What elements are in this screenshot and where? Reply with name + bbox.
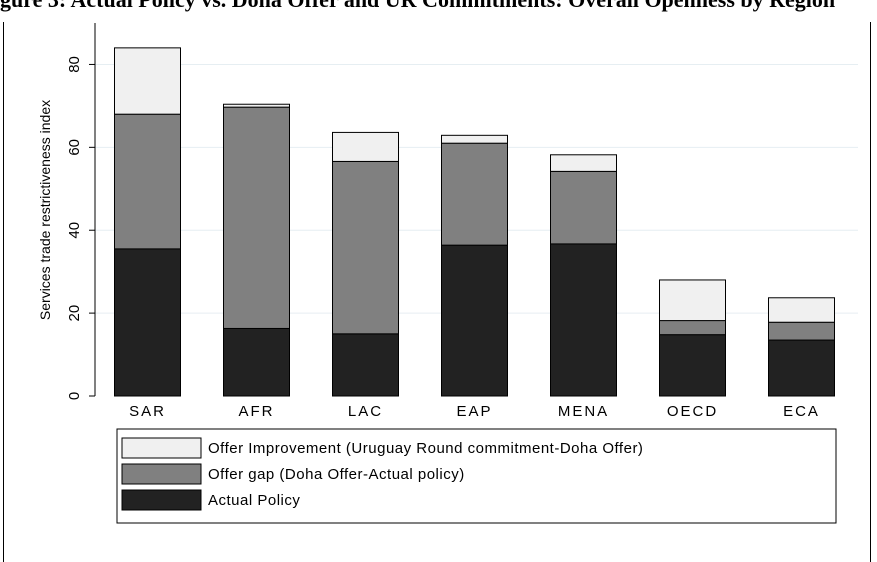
bar-segment	[114, 47, 181, 115]
y-tick-label: 0	[66, 392, 83, 400]
bar-segment	[223, 327, 290, 397]
bar-segment	[441, 244, 508, 397]
bar-segment	[332, 160, 399, 335]
bar-segment	[114, 248, 181, 397]
bar-segment	[659, 279, 726, 322]
bar-segment	[332, 131, 399, 162]
x-tick-label: MENA	[558, 403, 609, 420]
y-tick-label: 80	[66, 56, 83, 73]
bar-segment	[223, 103, 290, 108]
bar-segment	[768, 339, 835, 397]
bar-segment	[659, 334, 726, 397]
legend-label: Offer Improvement (Uruguay Round commitm…	[208, 440, 643, 457]
stacked-bar-chart: 0 20 40 60 80 SAR AFR LAC EAP MENA OECD ECA Servic…	[37, 23, 858, 524]
legend-label: Actual Policy	[208, 492, 300, 509]
x-tick-label: SAR	[129, 403, 166, 420]
bar-segment	[332, 333, 399, 397]
figure-frame	[3, 22, 871, 562]
bar-segment	[659, 320, 726, 336]
x-tick-label: ECA	[783, 403, 820, 420]
y-tick-label: 20	[66, 305, 83, 322]
bar-segment	[550, 243, 617, 397]
page-title: gure 3: Actual Policy vs. Doha Offer and…	[0, 0, 877, 13]
bar-segment	[114, 113, 181, 250]
bars-group	[114, 47, 835, 397]
bar-segment	[768, 297, 835, 323]
legend-label: Offer gap (Doha Offer-Actual policy)	[208, 466, 465, 483]
bar-segment	[550, 170, 617, 245]
y-ticks: 0 20 40 60 80	[66, 56, 95, 400]
legend: Offer Improvement (Uruguay Round commitm…	[116, 428, 837, 524]
legend-swatch	[121, 437, 202, 459]
bar-segment	[223, 106, 290, 329]
y-tick-label: 40	[66, 222, 83, 239]
legend-swatch	[121, 463, 202, 485]
x-tick-label: OECD	[667, 403, 718, 420]
bar-segment	[550, 154, 617, 172]
bar-segment	[441, 134, 508, 144]
x-tick-label: EAP	[456, 403, 492, 420]
x-tick-label: LAC	[348, 403, 383, 420]
x-tick-label: AFR	[239, 403, 275, 420]
y-axis-label: Services trade restrictiveness index	[37, 100, 53, 320]
bar-segment	[768, 321, 835, 341]
legend-swatch	[121, 489, 202, 511]
y-tick-label: 60	[66, 139, 83, 156]
legend-box	[116, 428, 837, 524]
x-ticks: SAR AFR LAC EAP MENA OECD ECA	[129, 403, 820, 420]
bar-segment	[441, 142, 508, 246]
